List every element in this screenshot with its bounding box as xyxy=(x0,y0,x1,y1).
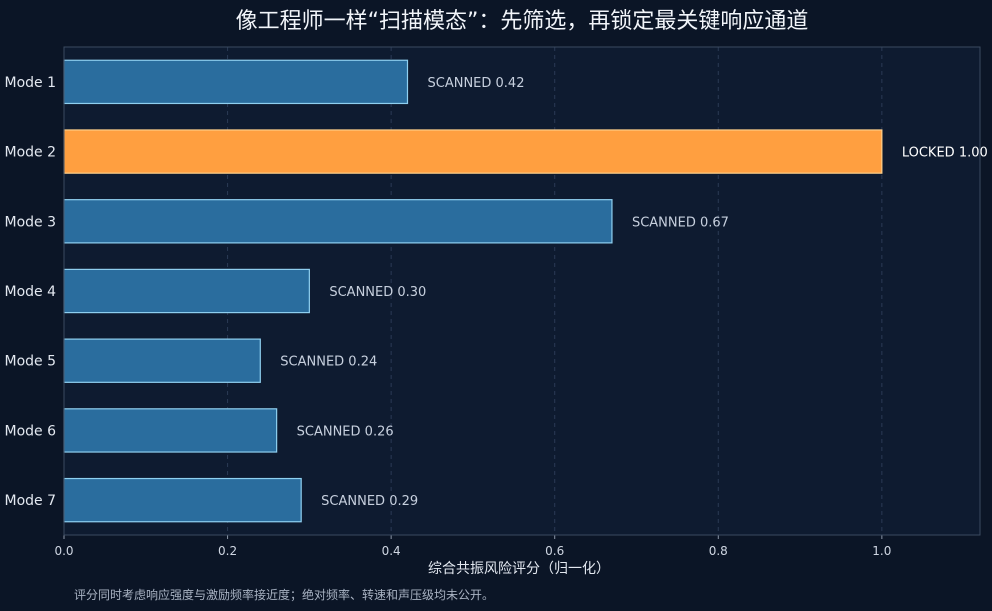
bar-value-label-2: LOCKED 1.00 xyxy=(902,146,988,161)
category-label-3: Mode 3 xyxy=(4,214,56,230)
category-axis: Mode 1 Mode 2 Mode 3 Mode 4 Mode 5 Mode 6 Mode… xyxy=(4,75,56,509)
bar-2 xyxy=(63,129,883,174)
bar-4 xyxy=(63,268,310,314)
bar-value-label-3: SCANNED 0.67 xyxy=(632,215,729,230)
bar-value-label-1: SCANNED 0.42 xyxy=(428,76,525,91)
x-axis-label: 综合共振风险评分（归一化） xyxy=(428,560,610,577)
bar-value-label-5: SCANNED 0.24 xyxy=(280,355,377,370)
x-tick-label-0: 0.0 xyxy=(54,544,73,558)
category-label-6: Mode 6 xyxy=(4,423,56,439)
bar-value-labels: SCANNED 0.42 LOCKED 1.00 SCANNED 0.67 SCANN… xyxy=(280,76,987,509)
bar-value-label-7: SCANNED 0.29 xyxy=(321,494,418,509)
bar-6 xyxy=(63,408,278,453)
chart-title: 像工程师一样“扫描模态”：先筛选，再锁定最关键响应通道 xyxy=(236,9,809,34)
x-tick-label-1: 0.2 xyxy=(218,544,237,558)
bar-5 xyxy=(63,338,261,383)
x-tick-label-3: 0.6 xyxy=(545,544,564,558)
x-tick-label-2: 0.4 xyxy=(382,544,401,558)
x-tick-label-5: 1.0 xyxy=(872,544,891,558)
bar-value-label-4: SCANNED 0.30 xyxy=(329,285,426,300)
plot-frame xyxy=(63,46,981,536)
category-label-1: Mode 1 xyxy=(4,75,56,91)
bar-3 xyxy=(63,199,613,244)
category-label-5: Mode 5 xyxy=(4,354,56,370)
footnote: 评分同时考虑响应强度与激励频率接近度；绝对频率、转速和声压级均未公开。 xyxy=(74,587,494,602)
x-tick-label-4: 0.8 xyxy=(709,544,728,558)
bar-1 xyxy=(63,59,409,105)
category-label-7: Mode 7 xyxy=(4,493,56,509)
bars xyxy=(63,59,883,523)
category-label-4: Mode 4 xyxy=(4,284,56,300)
category-label-2: Mode 2 xyxy=(4,145,56,161)
bar-7 xyxy=(63,477,302,523)
bar-value-label-6: SCANNED 0.26 xyxy=(297,424,394,439)
x-axis: 0.0 0.2 0.4 0.6 0.8 1.0 xyxy=(54,535,891,558)
